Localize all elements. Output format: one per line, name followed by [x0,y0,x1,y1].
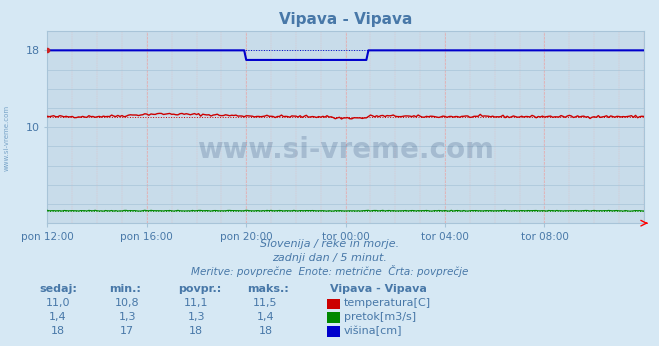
Text: temperatura[C]: temperatura[C] [344,298,431,308]
Text: maks.:: maks.: [247,284,289,294]
Text: 11,1: 11,1 [184,298,209,308]
Text: pretok[m3/s]: pretok[m3/s] [344,312,416,322]
Text: Vipava - Vipava: Vipava - Vipava [330,284,426,294]
Text: www.si-vreme.com: www.si-vreme.com [3,105,10,172]
Text: 18: 18 [258,326,273,336]
Text: zadnji dan / 5 minut.: zadnji dan / 5 minut. [272,253,387,263]
Text: 10,8: 10,8 [115,298,140,308]
Text: 1,4: 1,4 [49,312,67,322]
Text: Slovenija / reke in morje.: Slovenija / reke in morje. [260,239,399,249]
Text: 18: 18 [189,326,204,336]
Text: www.si-vreme.com: www.si-vreme.com [197,136,494,164]
Title: Vipava - Vipava: Vipava - Vipava [279,12,413,27]
Text: Meritve: povprečne  Enote: metrične  Črta: povprečje: Meritve: povprečne Enote: metrične Črta:… [191,265,468,277]
Text: 1,4: 1,4 [257,312,274,322]
Text: 1,3: 1,3 [188,312,205,322]
Text: povpr.:: povpr.: [178,284,221,294]
Text: 11,5: 11,5 [253,298,278,308]
Text: 11,0: 11,0 [45,298,71,308]
Text: 18: 18 [51,326,65,336]
Text: sedaj:: sedaj: [40,284,77,294]
Text: 1,3: 1,3 [119,312,136,322]
Text: višina[cm]: višina[cm] [344,326,403,336]
Text: 17: 17 [120,326,134,336]
Text: min.:: min.: [109,284,140,294]
